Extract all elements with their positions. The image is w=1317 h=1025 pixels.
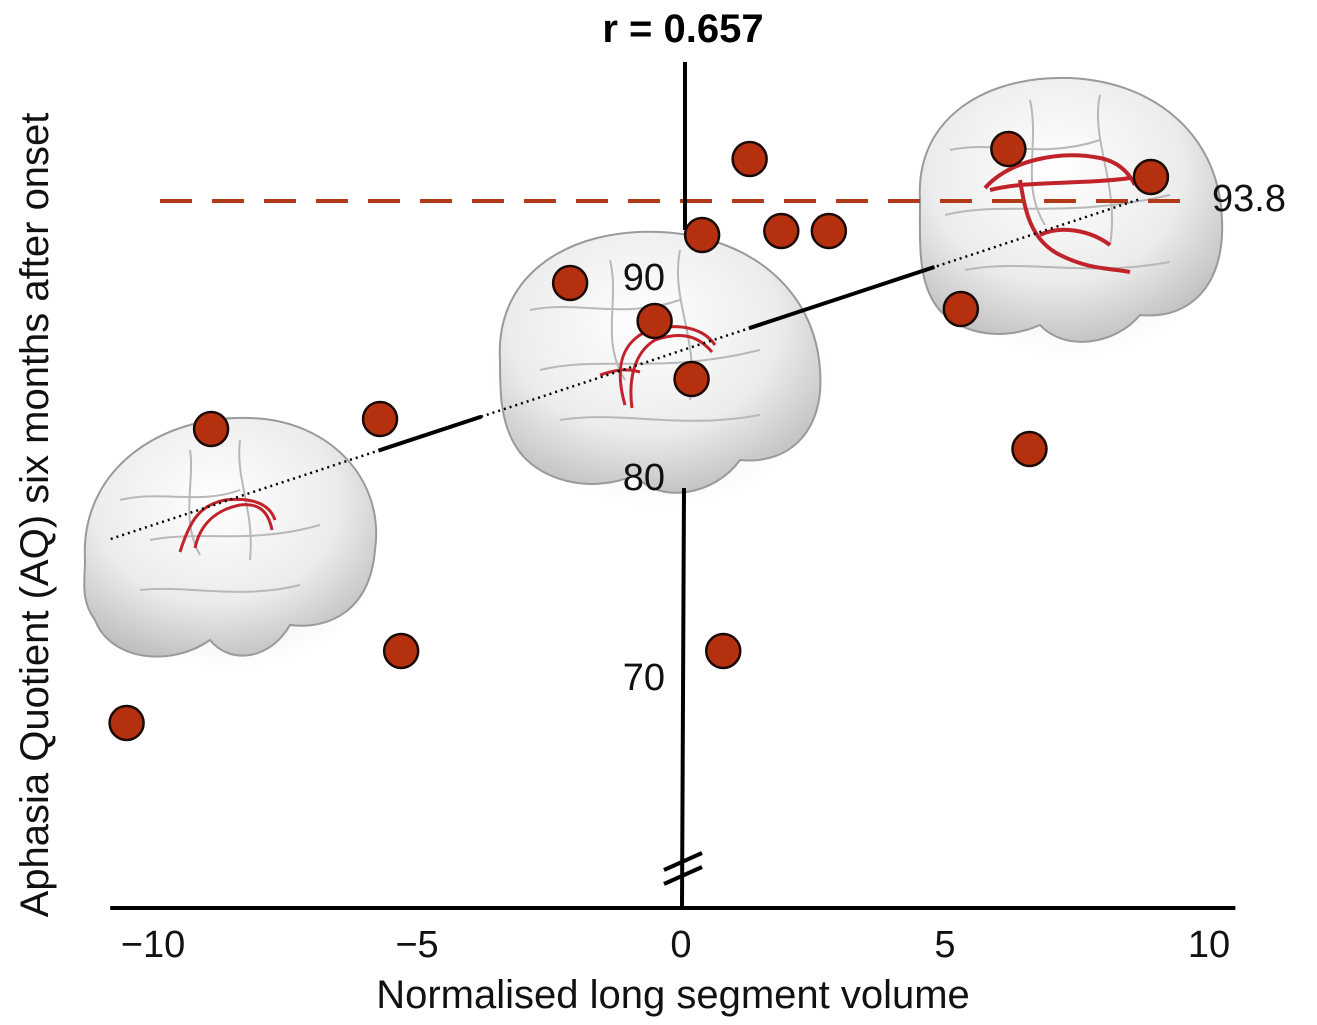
data-point [361, 400, 399, 438]
data-point [108, 704, 145, 742]
regression-line [110, 197, 1141, 541]
data-point [1132, 158, 1170, 196]
data-point [990, 130, 1027, 168]
data-point [382, 632, 420, 670]
x-tick-label: −10 [121, 924, 185, 966]
x-tick-labels: −10 −5 0 5 10 [121, 924, 1230, 966]
data-point [636, 302, 673, 340]
reference-line-label: 93.8 [1212, 178, 1286, 220]
y-axis-title: Aphasia Quotient (AQ) six months after o… [13, 113, 57, 918]
regression-line-dotted [110, 197, 1141, 541]
chart-title: r = 0.657 [602, 7, 763, 51]
x-tick-label: 10 [1188, 924, 1230, 966]
brain-renders [80, 76, 1230, 670]
data-point [942, 290, 980, 328]
data-point [810, 212, 848, 250]
y-tick-label: 90 [623, 257, 665, 299]
data-point [1011, 430, 1048, 468]
data-point [704, 632, 742, 670]
brain-render-left [80, 416, 380, 670]
data-point [683, 216, 721, 254]
axis-break-stroke [663, 865, 703, 886]
x-tick-label: −5 [395, 924, 438, 966]
y-axis [663, 62, 703, 907]
y-tick-labels: 70 80 90 [623, 257, 665, 699]
data-point [192, 410, 230, 448]
y-axis-break-mark [663, 851, 703, 886]
y-tick-label: 80 [623, 457, 665, 499]
axis-break-stroke [663, 851, 703, 872]
x-tick-label: 5 [934, 924, 955, 966]
regression-line-solid [377, 414, 483, 453]
data-points [108, 130, 1170, 742]
y-tick-label: 70 [623, 657, 665, 699]
x-axis-title: Normalised long segment volume [376, 973, 970, 1017]
data-point [763, 212, 800, 250]
data-point [731, 140, 768, 178]
y-axis-line-lower [680, 487, 686, 907]
regression-line-solid [748, 265, 936, 331]
data-point [673, 360, 710, 398]
x-tick-label: 0 [670, 924, 691, 966]
data-point [551, 264, 589, 302]
